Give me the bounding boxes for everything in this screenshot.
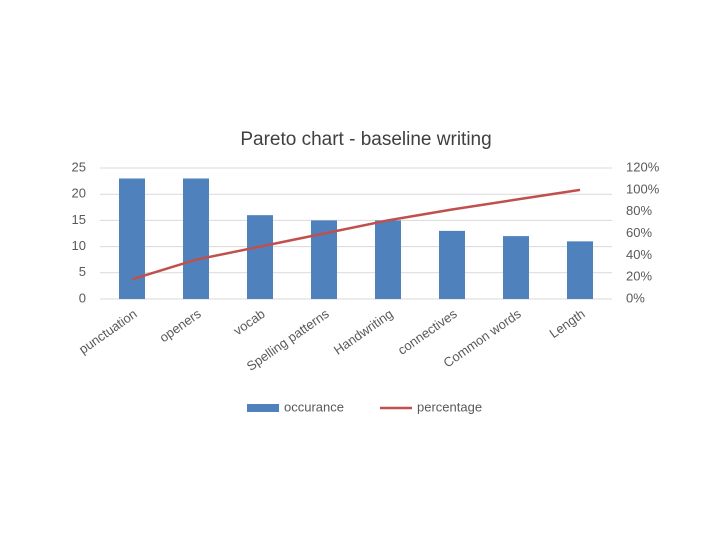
bar (439, 230, 465, 299)
y-tick-label: 15 (72, 212, 86, 227)
y2-tick-label: 40% (626, 247, 652, 262)
bar (503, 236, 529, 299)
legend-label: occurance (284, 399, 344, 414)
y2-tick-label: 100% (626, 181, 660, 196)
y-tick-label: 20 (72, 186, 86, 201)
bar (183, 178, 209, 299)
y-tick-label: 25 (72, 159, 86, 174)
y2-tick-label: 60% (626, 225, 652, 240)
y2-tick-label: 120% (626, 159, 660, 174)
y-tick-label: 5 (79, 264, 86, 279)
legend-swatch (247, 404, 279, 412)
y-tick-label: 10 (72, 238, 86, 253)
bar (247, 215, 273, 299)
y-tick-label: 0 (79, 290, 86, 305)
chart-title: Pareto chart - baseline writing (240, 129, 491, 150)
y2-tick-label: 0% (626, 290, 645, 305)
bar (375, 220, 401, 299)
y2-tick-label: 80% (626, 203, 652, 218)
bar (119, 178, 145, 299)
line (131, 188, 581, 281)
legend-label: percentage (417, 399, 482, 414)
y2-tick-label: 20% (626, 269, 652, 284)
bar (567, 241, 593, 299)
